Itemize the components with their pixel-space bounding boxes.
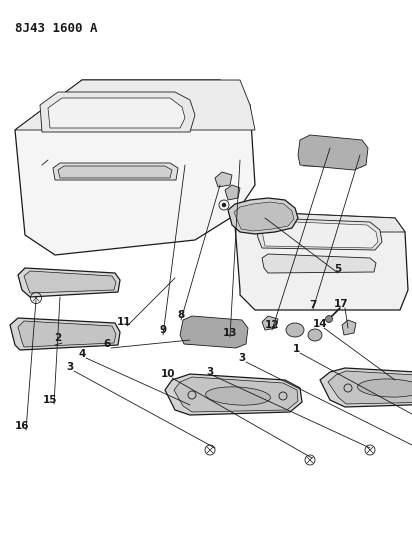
Polygon shape — [53, 163, 178, 180]
Polygon shape — [10, 318, 120, 350]
Polygon shape — [225, 185, 240, 200]
Text: 3: 3 — [239, 353, 246, 363]
Circle shape — [222, 203, 226, 207]
Polygon shape — [298, 135, 368, 170]
Text: 11: 11 — [117, 317, 131, 327]
Ellipse shape — [286, 323, 304, 337]
Ellipse shape — [358, 379, 412, 397]
Text: 2: 2 — [54, 333, 62, 343]
Text: 5: 5 — [335, 264, 342, 274]
Text: 9: 9 — [159, 325, 166, 335]
Text: 13: 13 — [223, 328, 237, 338]
Text: 16: 16 — [15, 421, 29, 431]
Text: 10: 10 — [161, 369, 175, 379]
Text: 14: 14 — [313, 319, 327, 329]
Polygon shape — [342, 320, 356, 335]
Text: 8: 8 — [178, 310, 185, 320]
Polygon shape — [235, 212, 405, 232]
Text: 1: 1 — [293, 344, 300, 354]
Polygon shape — [24, 271, 116, 293]
Text: 12: 12 — [265, 320, 279, 330]
Polygon shape — [215, 172, 232, 187]
Polygon shape — [256, 218, 382, 250]
Polygon shape — [262, 316, 278, 330]
Polygon shape — [328, 371, 412, 404]
Polygon shape — [235, 212, 408, 310]
Text: 17: 17 — [334, 299, 348, 309]
Polygon shape — [165, 374, 302, 415]
Polygon shape — [58, 166, 172, 178]
Polygon shape — [228, 198, 298, 234]
Ellipse shape — [206, 387, 270, 405]
Polygon shape — [18, 268, 120, 297]
Circle shape — [325, 316, 332, 322]
Polygon shape — [40, 92, 195, 132]
Text: 8J43 1600 A: 8J43 1600 A — [15, 22, 98, 35]
Polygon shape — [174, 377, 298, 412]
Polygon shape — [15, 80, 255, 130]
Text: 4: 4 — [78, 349, 86, 359]
Text: 3: 3 — [206, 367, 214, 377]
Polygon shape — [234, 202, 294, 231]
Polygon shape — [262, 254, 376, 273]
Text: 7: 7 — [309, 300, 317, 310]
Text: 15: 15 — [43, 395, 57, 405]
Polygon shape — [18, 321, 116, 347]
Polygon shape — [180, 316, 248, 348]
Polygon shape — [15, 80, 255, 255]
Ellipse shape — [308, 329, 322, 341]
Text: 6: 6 — [103, 339, 111, 349]
Polygon shape — [48, 98, 185, 128]
Polygon shape — [320, 368, 412, 407]
Text: 3: 3 — [66, 362, 74, 372]
Polygon shape — [261, 221, 378, 248]
